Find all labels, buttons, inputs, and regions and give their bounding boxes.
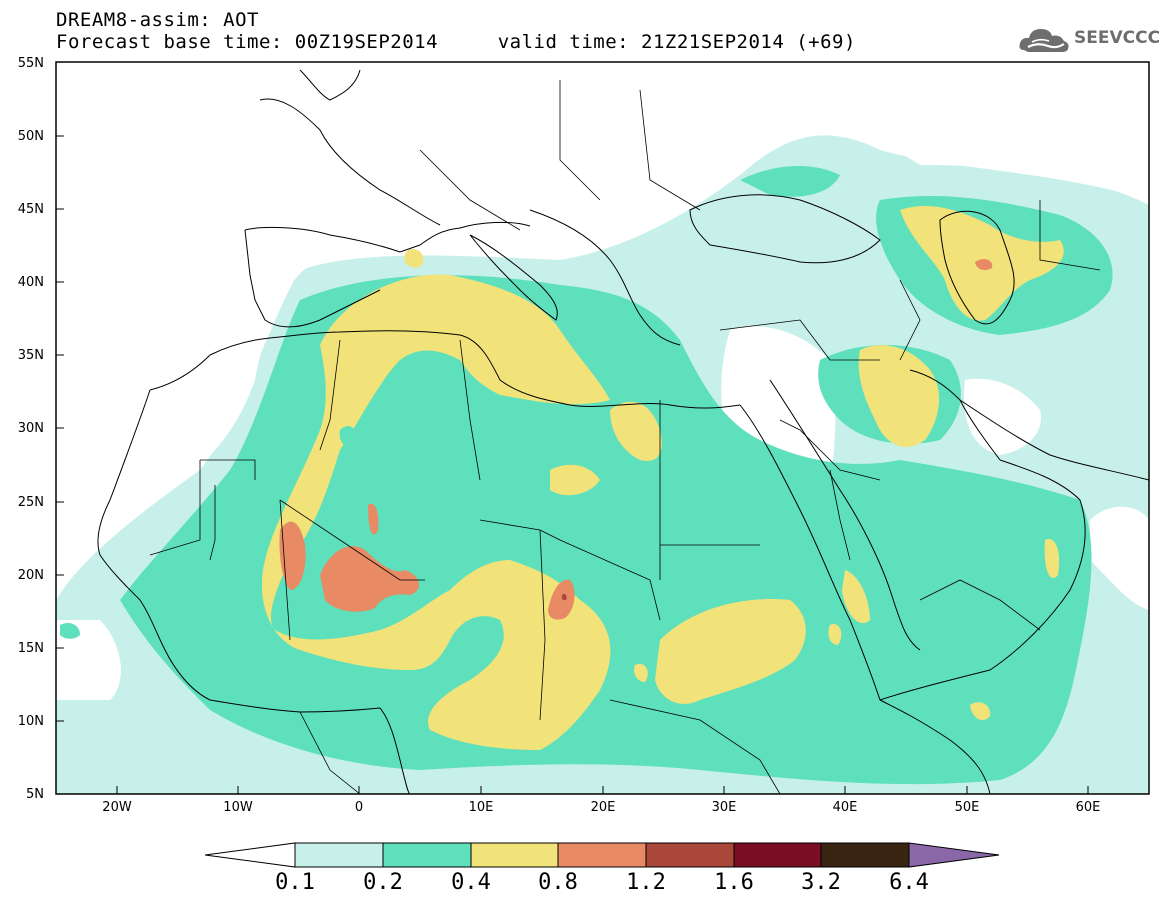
lat-label-10n: 10N (17, 714, 44, 729)
colorbar-swatch-3 (470, 842, 559, 868)
aot-band-1.2-1.6 (561, 593, 567, 601)
lat-label-20n: 20N (17, 568, 44, 583)
lon-label-0: 0 (354, 800, 364, 815)
colorbar (205, 842, 1000, 868)
lat-label-5n: 5N (26, 787, 44, 802)
lat-label-55n: 55N (17, 56, 44, 71)
colorbar-above-arrow (908, 842, 1000, 868)
colorbar-swatch-6 (733, 842, 822, 868)
product-title: DREAM8-assim: AOT (56, 9, 259, 31)
colorbar-swatch-5 (645, 842, 735, 868)
lon-label-30e: 30E (711, 800, 737, 815)
axis-ticks (56, 135, 1089, 794)
lon-label-10w: 10W (223, 800, 253, 815)
aot-field (56, 62, 1149, 794)
seevccc-logo: SEEVCCC (1018, 22, 1161, 58)
lon-label-50e: 50E (954, 800, 980, 815)
lat-label-30n: 30N (17, 421, 44, 436)
cloud-icon (1019, 29, 1069, 52)
lon-label-10e: 10E (468, 800, 494, 815)
lat-label-35n: 35N (17, 348, 44, 363)
lon-label-20e: 20E (590, 800, 616, 815)
colorbar-label: 0.2 (363, 870, 403, 895)
lon-label-60e: 60E (1075, 800, 1101, 815)
colorbar-label: 0.8 (538, 870, 578, 895)
lat-label-40n: 40N (17, 275, 44, 290)
colorbar-label: 6.4 (889, 870, 929, 895)
colorbar-label: 1.6 (714, 870, 754, 895)
lat-label-50n: 50N (17, 129, 44, 144)
coastlines (97, 69, 1149, 794)
colorbar-label: 0.1 (275, 870, 315, 895)
aot-band-0.2-0.4-islands (339, 401, 472, 501)
colorbar-swatch-7 (820, 842, 910, 868)
aot-band-0.8-1.2 (279, 259, 993, 620)
colorbar-swatch-1 (294, 842, 384, 868)
lon-label-20w: 20W (102, 800, 132, 815)
colorbar-swatch-2 (382, 842, 472, 868)
country-borders (149, 80, 1101, 794)
colorbar-label: 1.2 (626, 870, 666, 895)
colorbar-label: 3.2 (801, 870, 841, 895)
lat-label-15n: 15N (17, 641, 44, 656)
colorbar-label: 0.4 (451, 870, 491, 895)
lat-label-45n: 45N (17, 202, 44, 217)
logo-text: SEEVCCC (1074, 28, 1161, 48)
colorbar-below-arrow (205, 842, 296, 868)
forecast-time-line: Forecast base time: 00Z19SEP2014 valid t… (56, 31, 856, 53)
colorbar-swatch-4 (557, 842, 647, 868)
lon-label-40e: 40E (832, 800, 858, 815)
lat-label-25n: 25N (17, 495, 44, 510)
